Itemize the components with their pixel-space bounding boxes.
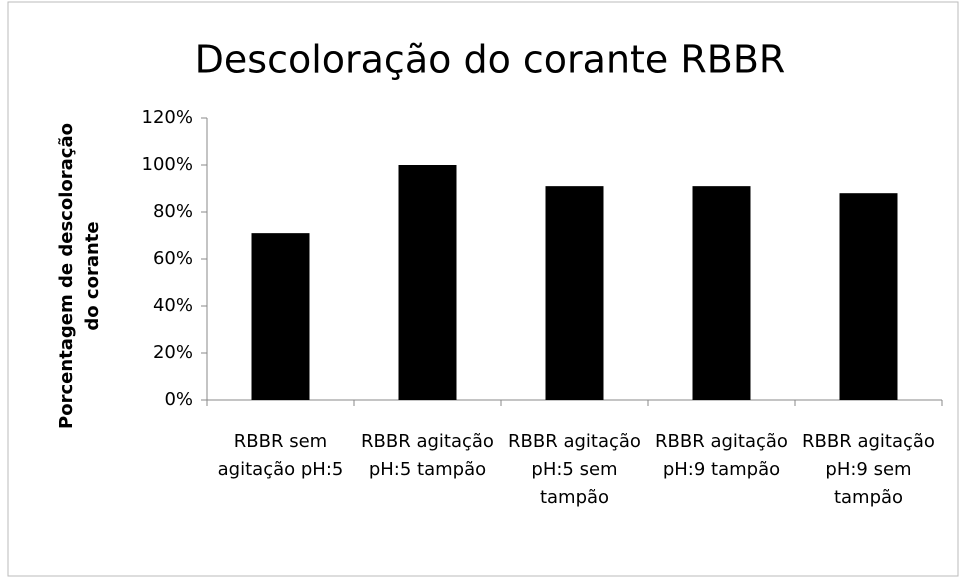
chart-border [7, 1, 959, 577]
x-tick-label: RBBR agitação pH:5 tampão [361, 431, 494, 480]
y-tick-label: 100% [142, 154, 193, 175]
bar [545, 186, 604, 400]
bar [398, 165, 457, 400]
y-tick-label: 40% [153, 295, 193, 316]
bar [251, 233, 310, 400]
y-tick-label: 120% [142, 107, 193, 128]
y-tick-label: 80% [153, 201, 193, 222]
x-tick-label: RBBR sem agitação pH:5 [217, 431, 344, 480]
x-tick-label: RBBR agitação pH:9 sem tampão [802, 431, 935, 508]
x-tick-label: RBBR agitação pH:5 sem tampão [508, 431, 641, 508]
bar [692, 186, 751, 400]
x-tick-label: RBBR agitação pH:9 tampão [655, 431, 788, 480]
y-tick-label: 0% [164, 389, 193, 410]
y-axis-label: Porcentagem de descoloração do corante [56, 123, 103, 429]
chart-title: Descoloração do corante RBBR [195, 38, 786, 82]
y-tick-label: 20% [153, 342, 193, 363]
bar [839, 193, 898, 400]
y-tick-label: 60% [153, 248, 193, 269]
